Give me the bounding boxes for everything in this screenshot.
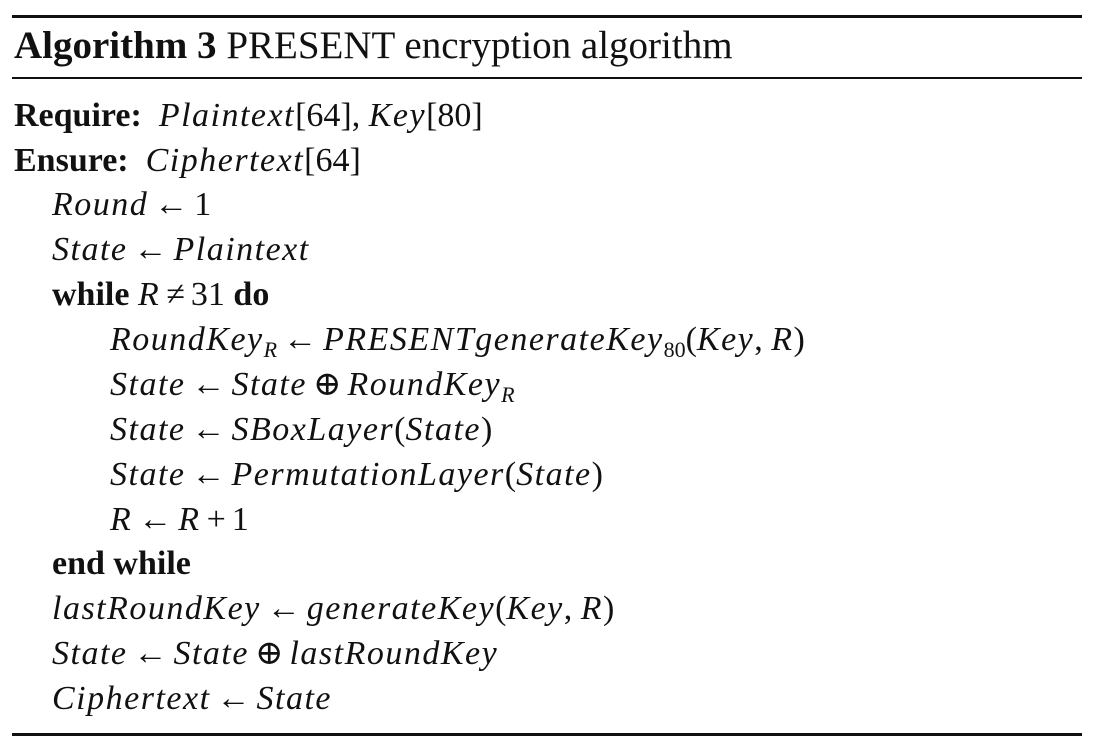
line-state-init: State ← Plaintext: [52, 230, 310, 270]
do-keyword: do: [233, 276, 270, 313]
ciphertext-size: [64]: [304, 142, 361, 179]
var-round: Round: [52, 186, 149, 223]
var-last-roundkey: lastRoundKey: [52, 590, 261, 627]
require-line: Require: Plaintext[64], Key[80]: [14, 97, 483, 134]
line-permutation: State ← PermutationLayer(State): [110, 456, 603, 493]
var-state: State: [110, 456, 186, 493]
var-plaintext: Plaintext: [158, 97, 296, 134]
var-r: R: [178, 501, 201, 538]
var-r: R: [580, 590, 604, 627]
var-key: Key: [506, 590, 564, 627]
while-keyword: while: [52, 276, 130, 313]
var-state: State: [52, 231, 128, 268]
ensure-keyword: Ensure:: [14, 142, 129, 179]
subscript-80: 80: [663, 337, 686, 362]
assign-arrow: ←: [154, 186, 189, 223]
line-sbox: State ← SBoxLayer(State): [110, 411, 493, 448]
plaintext-size: [64]: [295, 97, 352, 134]
var-state: State: [405, 411, 481, 448]
var-state: State: [516, 456, 592, 493]
line-add-roundkey: State ← State ⊕ RoundKeyR: [110, 365, 515, 407]
round-limit: 31: [190, 276, 225, 313]
line-round-init: Round ← 1: [52, 185, 211, 225]
var-roundkey: RoundKey: [347, 366, 502, 403]
algorithm-caption: Algorithm 3 PRESENT encryption algorithm: [14, 22, 733, 70]
var-last-roundkey: lastRoundKey: [289, 635, 499, 672]
line-output: Ciphertext ← State: [52, 679, 332, 719]
ensure-line: Ensure: Ciphertext[64]: [14, 141, 361, 181]
assign-arrow: ←: [138, 501, 173, 538]
var-state: State: [110, 411, 186, 448]
var-plaintext: Plaintext: [173, 231, 310, 268]
neq-operator: ≠: [166, 276, 185, 313]
subscript-r: R: [263, 337, 278, 362]
caption-rule: [12, 77, 1082, 79]
assign-arrow: ←: [266, 590, 301, 627]
xor-operator: ⊕: [254, 635, 284, 672]
line-final-xor: State ← State ⊕ lastRoundKey: [52, 634, 498, 674]
fn-sbox-layer: SBoxLayer: [231, 411, 395, 448]
line-increment: R ← R +1: [110, 500, 249, 540]
assign-arrow: ←: [216, 680, 251, 717]
line-while: while R ≠ 31 do: [52, 275, 269, 315]
assign-arrow: ←: [191, 366, 226, 403]
var-state: State: [110, 366, 186, 403]
key-size: [80]: [426, 97, 483, 134]
assign-arrow: ←: [133, 231, 168, 268]
var-r: R: [137, 276, 161, 313]
plus-operator: +: [206, 501, 226, 538]
subscript-r: R: [501, 382, 515, 407]
algorithm-label: Algorithm 3: [14, 24, 217, 67]
line-roundkey: RoundKeyR ← PRESENTgenerateKey80(Key, R): [110, 321, 805, 362]
line-end-while: end while: [52, 544, 191, 584]
var-ciphertext: Ciphertext: [52, 680, 211, 717]
assign-arrow: ←: [283, 321, 318, 358]
fn-present-generate-key: PRESENTgenerateKey: [323, 321, 664, 358]
increment-value: 1: [231, 501, 249, 538]
round-init-value: 1: [194, 186, 212, 223]
var-key: Key: [696, 321, 755, 358]
var-state: State: [173, 635, 249, 672]
top-rule: [12, 15, 1082, 18]
line-last-roundkey: lastRoundKey ← generateKey(Key, R): [52, 590, 615, 627]
assign-arrow: ←: [191, 456, 226, 493]
var-r: R: [110, 501, 133, 538]
end-while-keyword: end while: [52, 545, 191, 582]
var-state: State: [52, 635, 128, 672]
var-state: State: [256, 680, 333, 717]
fn-generate-key: generateKey: [306, 590, 496, 627]
var-state: State: [231, 366, 307, 403]
var-ciphertext: Ciphertext: [145, 142, 305, 179]
var-roundkey: RoundKey: [110, 321, 264, 358]
var-key: Key: [368, 97, 427, 134]
assign-arrow: ←: [133, 635, 168, 672]
fn-permutation-layer: PermutationLayer: [231, 456, 505, 493]
algorithm-title: PRESENT encryption algorithm: [226, 24, 733, 67]
require-keyword: Require:: [14, 97, 142, 134]
var-r: R: [771, 321, 794, 358]
xor-operator: ⊕: [312, 366, 342, 403]
assign-arrow: ←: [191, 411, 226, 448]
bottom-rule: [12, 733, 1082, 736]
